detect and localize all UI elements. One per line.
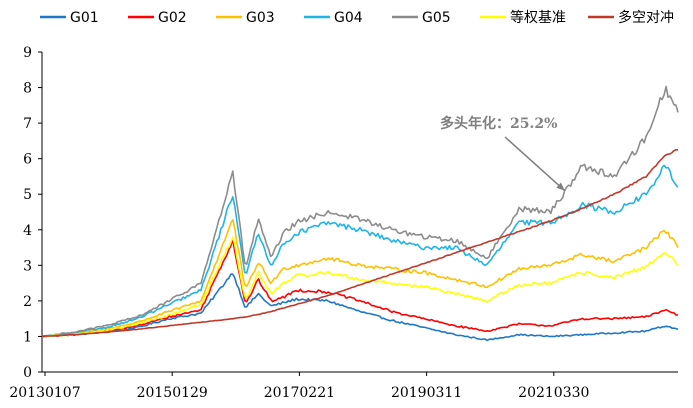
y-tick-label: 1 [23,329,32,345]
y-tick-label: 4 [23,223,32,239]
series-line-G01 [41,273,679,342]
x-tick-label: 20210330 [518,385,589,401]
legend-label: 等权基准 [510,9,566,26]
legend-label: G05 [422,10,451,26]
annotation-arrow [504,136,566,192]
series-line-多空对冲 [41,149,678,338]
x-tick-label: 20150129 [137,385,208,401]
series-line-G03 [41,218,679,338]
y-tick-label: 5 [23,187,32,203]
y-tick-label: 6 [23,152,32,168]
y-tick-label: 7 [23,116,32,132]
x-tick-label: 20170221 [264,385,335,401]
x-tick-label: 20190311 [391,385,462,401]
series-line-G04 [41,164,679,338]
annotation-text: 多头年化：25.2% [440,115,557,132]
annotation-arrowhead [556,182,565,191]
legend-label: 多空对冲 [618,9,674,26]
legend-label: G04 [334,10,363,26]
x-tick-label: 20130107 [9,385,80,401]
y-axis: 0 1 2 3 4 5 6 7 8 9 [23,45,43,381]
y-tick-label: 9 [23,45,32,61]
x-axis: 20130107 20150129 20170221 20190311 20210330 [9,371,678,401]
series-line-G05 [41,85,679,338]
plot-area [41,85,679,342]
series-line-G02 [41,238,679,338]
annotation: 多头年化：25.2% [440,115,566,192]
legend-label: G03 [246,10,275,26]
legend-label: G01 [70,10,99,26]
y-tick-label: 2 [23,294,32,310]
y-tick-label: 8 [23,81,32,97]
y-tick-label: 3 [23,258,32,274]
y-tick-label: 0 [23,365,32,381]
series-line-等权基准 [41,236,679,338]
legend: G01 G02 G03 G04 G05 等权基准 多空对冲 [40,9,674,26]
legend-label: G02 [158,10,187,26]
